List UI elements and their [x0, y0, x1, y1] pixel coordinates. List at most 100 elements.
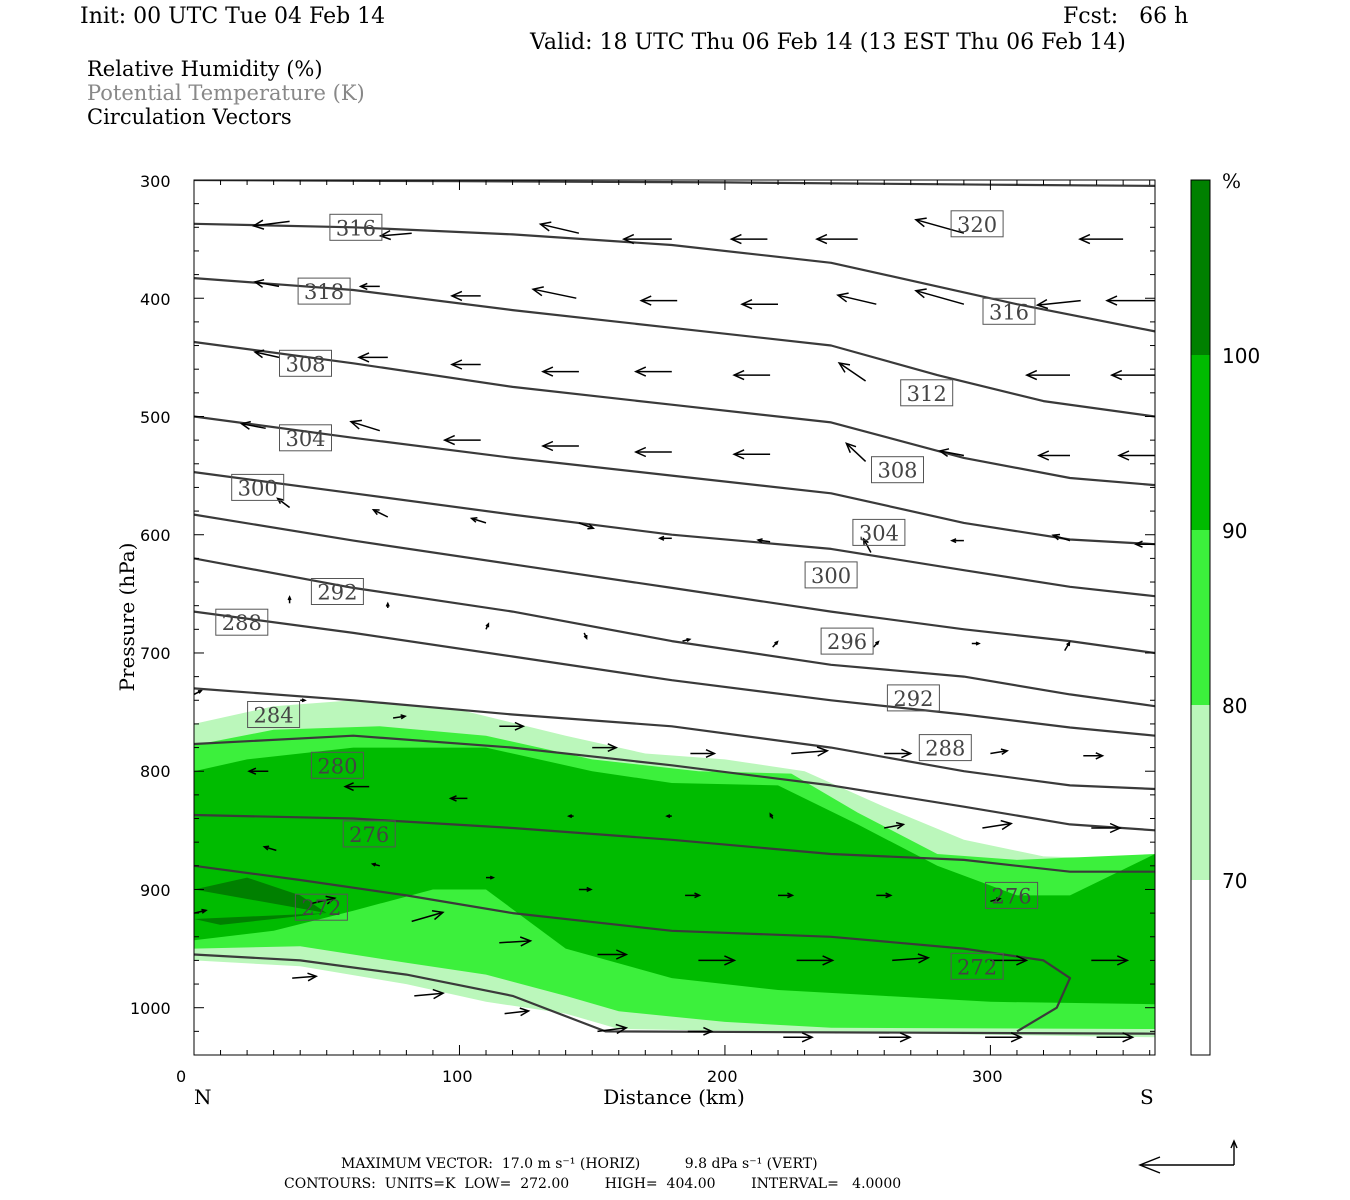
circulation-vector	[698, 955, 737, 966]
contour-label: 272	[294, 893, 348, 921]
x-tick-label: 100	[442, 1067, 473, 1086]
valid-time: Valid: 18 UTC Thu 06 Feb 14 (13 EST Thu …	[530, 30, 1126, 55]
svg-text:300: 300	[238, 476, 278, 500]
colorbar-label-90: 90	[1222, 519, 1247, 543]
circulation-vector	[783, 1032, 814, 1043]
relative-humidity-shading	[194, 700, 1155, 1038]
circulation-vector	[971, 641, 981, 646]
plot-frame	[193, 179, 1156, 1056]
svg-text:288: 288	[925, 737, 965, 761]
svg-text:300: 300	[811, 564, 851, 588]
colorbar	[1190, 179, 1211, 1056]
contour-label: 304	[279, 424, 332, 452]
circulation-vector	[592, 743, 619, 752]
circulation-vector	[1133, 540, 1155, 548]
circulation-vector	[292, 972, 319, 982]
svg-text:284: 284	[254, 704, 294, 728]
contour-label: 318	[297, 277, 351, 305]
theta-contour-300	[194, 471, 1155, 598]
contour-label: 284	[247, 701, 301, 728]
theta-contour-296	[194, 513, 1155, 655]
circulation-vector	[876, 892, 893, 899]
circulation-vector	[682, 638, 692, 642]
colorbar-label-100: 100	[1222, 344, 1260, 368]
circulation-vector	[1105, 295, 1155, 306]
x-tick-label: 0	[176, 1067, 186, 1086]
footer-contour-info: CONTOURS: UNITS=K LOW= 272.00 HIGH= 404.…	[284, 1176, 902, 1192]
circulation-vector	[370, 862, 380, 867]
theta-contour-272	[194, 864, 1072, 1033]
y-tick-label: 1000	[130, 999, 171, 1018]
circulation-vector	[239, 420, 266, 430]
theta-contour-316	[194, 222, 1155, 333]
circulation-vector	[287, 595, 292, 604]
y-tick-label: 800	[140, 762, 171, 781]
circulation-vector	[310, 895, 337, 905]
circulation-vectors	[194, 217, 1155, 1043]
forecast-hour: Fcst: 66 h	[1063, 4, 1189, 29]
svg-text:276: 276	[992, 884, 1032, 908]
circulation-vector	[378, 229, 412, 241]
circulation-vector	[583, 632, 588, 640]
y-tick-label: 900	[140, 881, 171, 900]
circulation-vector	[1035, 298, 1081, 310]
circulation-vector	[796, 955, 835, 966]
theta-contour-308	[194, 340, 1155, 487]
circulation-vector	[985, 1032, 1023, 1043]
circulation-vector	[485, 622, 490, 630]
svg-text:292: 292	[317, 581, 357, 605]
circulation-vector	[499, 936, 533, 947]
x-tick-label: 200	[707, 1067, 738, 1086]
svg-text:316: 316	[336, 216, 376, 240]
circulation-vector	[504, 1007, 531, 1017]
rh-band-100	[194, 877, 327, 925]
circulation-vector	[732, 369, 771, 381]
svg-text:296: 296	[827, 630, 867, 654]
contour-label: 300	[804, 561, 858, 589]
circulation-vector	[578, 522, 595, 530]
circulation-vector	[772, 640, 779, 648]
colorbar-segment-70	[1191, 705, 1210, 880]
circulation-vector	[892, 953, 931, 964]
colorbar-segment-90	[1191, 355, 1210, 530]
reference-vector	[1138, 1139, 1238, 1174]
colorbar-label-80: 80	[1222, 694, 1247, 718]
circulation-vector	[687, 1026, 714, 1036]
svg-text:276: 276	[349, 823, 389, 847]
circulation-vector	[1036, 450, 1070, 461]
circulation-vector	[884, 821, 906, 830]
y-tick-label: 300	[140, 172, 171, 191]
circulation-vector	[541, 440, 579, 452]
contour-label: 300	[231, 473, 285, 501]
contour-label: 320	[950, 210, 1004, 238]
svg-text:280: 280	[317, 754, 357, 778]
circulation-vector	[873, 640, 880, 648]
circulation-vector	[740, 299, 778, 310]
contour-label: 304	[852, 518, 906, 546]
contour-label: 280	[310, 751, 364, 779]
circulation-vector	[950, 538, 964, 544]
colorbar-unit: %	[1222, 169, 1241, 193]
circulation-vector	[349, 419, 381, 432]
footer-max-vector: MAXIMUM VECTOR: 17.0 m s⁻¹ (HORIZ) 9.8 d…	[341, 1156, 818, 1172]
circulation-vector	[194, 689, 203, 696]
circulation-vector	[450, 290, 481, 302]
contour-label: 288	[215, 608, 269, 636]
theta-contour-284	[194, 687, 1155, 791]
theta-contours	[194, 180, 1155, 1035]
contour-label: 312	[900, 379, 954, 407]
circulation-vector	[1024, 369, 1070, 381]
circulation-vector	[253, 278, 280, 288]
svg-text:320: 320	[957, 213, 997, 237]
circulation-vector	[1117, 450, 1155, 461]
circulation-vector	[414, 988, 445, 1000]
circulation-vector	[442, 434, 481, 446]
circulation-vector	[253, 349, 280, 359]
circulation-vector	[538, 221, 580, 234]
svg-text:272: 272	[301, 896, 341, 920]
circulation-vector	[621, 233, 672, 245]
svg-text:292: 292	[893, 687, 933, 711]
circulation-vector	[371, 508, 389, 518]
circulation-vector	[357, 352, 388, 363]
